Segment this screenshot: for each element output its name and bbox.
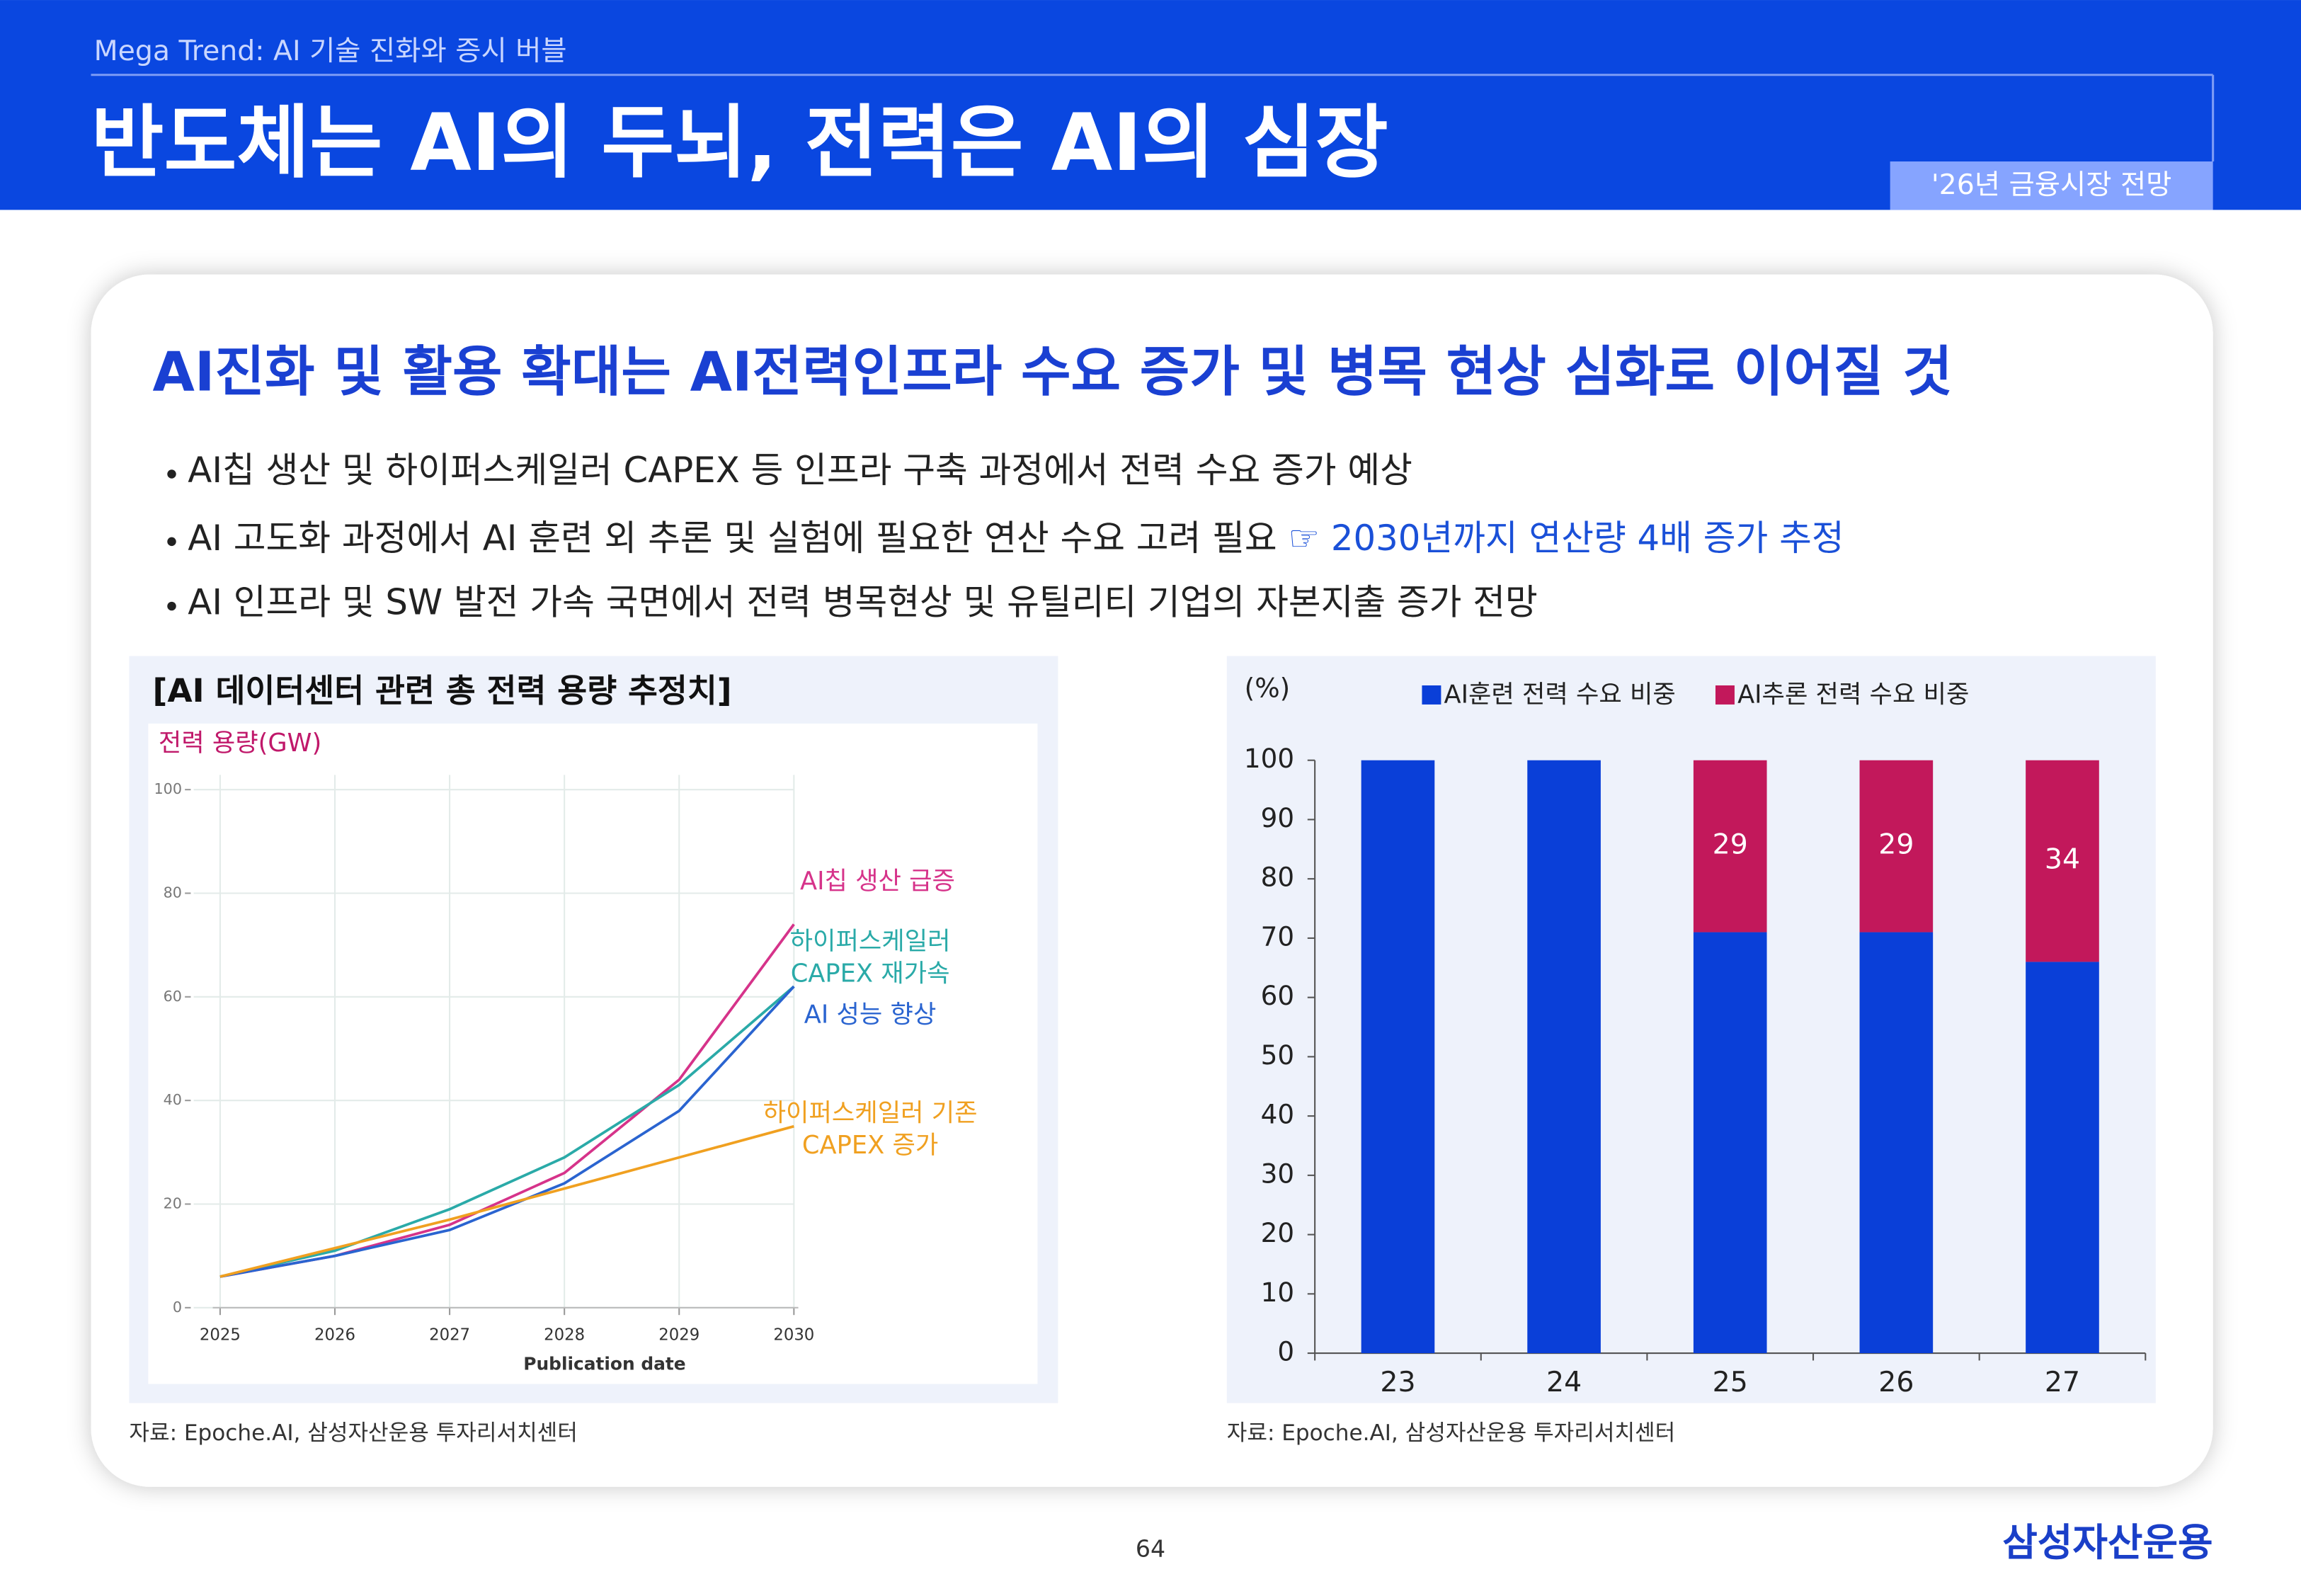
x-tick-label: 26 [1878,1366,1914,1398]
data-label: 29 [1878,828,1914,861]
x-axis-label: Publication date [523,1354,685,1374]
x-tick-label: 25 [1713,1366,1748,1398]
bullet-dot [167,601,176,611]
line-series [219,985,795,1278]
x-tick-label: 2029 [658,1326,700,1345]
y-tick-label: 0 [173,1299,182,1316]
bullet-dot [167,469,176,479]
x-tick-label: 2026 [314,1326,355,1345]
data-label: 34 [2045,843,2080,876]
bullet: AI 인프라 및 SW 발전 가속 국면에서 전력 병목현상 및 유틸리티 기업… [188,581,1537,622]
panel-title: [AI 데이터센터 관련 총 전력 용량 추정치] [153,672,732,709]
bullet: AI 고도화 과정에서 AI 훈련 외 추론 및 실험에 필요한 연산 수요 고… [188,517,1844,558]
bullet-highlight: ☞ 2030년까지 연산량 4배 증가 추정 [1288,517,1844,558]
y-tick-label: 50 [1261,1039,1294,1071]
badge-text: '26년 금융시장 전망 [1931,169,2172,201]
bar-segment [1693,760,1767,933]
y-axis-label: 전력 용량(GW) [159,729,321,758]
series-label: 하이퍼스케일러 CAPEX 재가속 [789,927,951,990]
bar-segment [1859,932,1934,1354]
y-tick-label: 70 [1261,920,1294,952]
bar-segment [1361,760,1435,1354]
source: 자료: Epoche.AI, 삼성자산운용 투자리서치센터 [129,1420,577,1446]
series-label: 하이퍼스케일러 기존 CAPEX 증가 [763,1099,978,1161]
headline: AI진화 및 활용 확대는 AI전력인프라 수요 증가 및 병목 현상 심화로 … [153,341,1953,404]
series-label-box: 하이퍼스케일러 기존 CAPEX 증가 [763,1099,978,1161]
x-tick-label: 2025 [200,1326,241,1345]
y-tick-label: 20 [164,1195,182,1212]
x-tick-label: 24 [1546,1366,1582,1398]
source: 자료: Epoche.AI, 삼성자산운용 투자리서치센터 [1227,1420,1675,1446]
legend-swatch [1422,685,1441,705]
series-label: AI 성능 향상 [804,1001,937,1031]
y-tick-label: 100 [154,780,182,797]
series-label: AI칩 생산 급증 [799,867,955,897]
bullet-dot [167,537,176,547]
y-tick-label: 90 [1261,802,1294,833]
y-axis-label: (%) [1245,673,1291,704]
legend-label: AI추론 전력 수요 비중 [1737,680,1969,709]
legend-swatch [1715,685,1735,705]
y-tick-label: 10 [1261,1277,1294,1308]
series-label-box: AI칩 생산 급증 [799,867,955,897]
bar-segment [1527,760,1601,1354]
x-tick-label: 2028 [544,1326,585,1345]
line-series [219,985,795,1278]
y-tick-label: 80 [164,884,182,901]
bar-segment [2026,962,2099,1354]
y-tick-label: 100 [1244,743,1294,774]
bar-segment [1693,932,1767,1354]
line-series [219,1124,794,1278]
page-title: 반도체는 AI의 두뇌, 전력은 AI의 심장 [91,97,1388,189]
x-tick-label: 27 [2045,1366,2080,1398]
section-title: Mega Trend: AI 기술 진화와 증시 버블 [94,35,567,67]
bullet: AI칩 생산 및 하이퍼스케일러 CAPEX 등 인프라 구축 과정에서 전력 … [188,450,1412,491]
page-number: 64 [1136,1534,1165,1562]
y-tick-label: 40 [1261,1099,1294,1130]
y-tick-label: 60 [164,988,182,1005]
x-tick-label: 23 [1380,1366,1415,1398]
y-tick-label: 40 [164,1091,182,1108]
legend-label: AI훈련 전력 수요 비중 [1444,680,1676,709]
y-tick-label: 0 [1277,1336,1294,1367]
y-tick-label: 20 [1261,1217,1294,1248]
y-tick-label: 60 [1261,980,1294,1011]
chart-area [148,723,1038,1384]
series-label-box: AI 성능 향상 [804,1001,937,1031]
x-tick-label: 2030 [773,1326,814,1345]
data-label: 29 [1713,828,1748,861]
series-label-box: 하이퍼스케일러 CAPEX 재가속 [789,927,951,990]
badge [1890,161,2213,210]
logo: 삼성자산운용 [2002,1520,2212,1565]
bullet-text: AI 고도화 과정에서 AI 훈련 외 추론 및 실험에 필요한 연산 수요 고… [188,517,1288,558]
bar-segment [2026,760,2099,962]
y-tick-label: 30 [1261,1158,1294,1189]
bar-segment [1859,760,1934,933]
x-tick-label: 2027 [429,1326,470,1345]
y-tick-label: 80 [1261,862,1294,893]
